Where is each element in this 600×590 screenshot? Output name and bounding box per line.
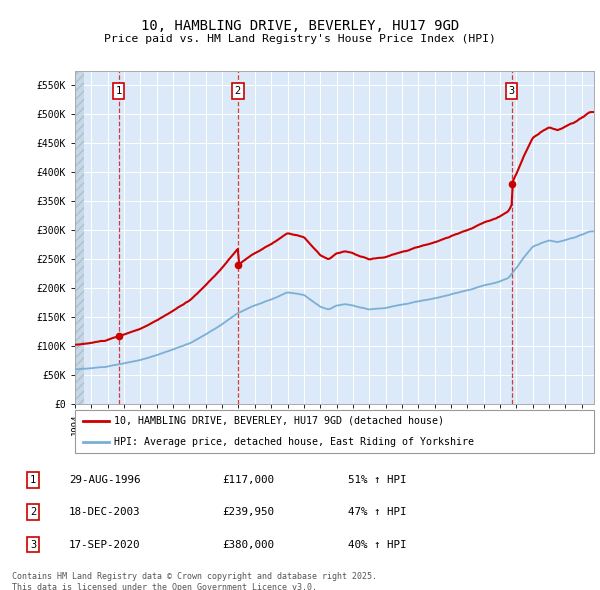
Text: 29-AUG-1996: 29-AUG-1996 — [69, 475, 140, 484]
Text: 17-SEP-2020: 17-SEP-2020 — [69, 540, 140, 549]
Text: 1: 1 — [30, 475, 36, 484]
Text: 10, HAMBLING DRIVE, BEVERLEY, HU17 9GD: 10, HAMBLING DRIVE, BEVERLEY, HU17 9GD — [141, 19, 459, 33]
Text: £239,950: £239,950 — [222, 507, 274, 517]
Text: 47% ↑ HPI: 47% ↑ HPI — [348, 507, 407, 517]
Text: 2: 2 — [30, 507, 36, 517]
Text: 1: 1 — [115, 86, 122, 96]
Text: 18-DEC-2003: 18-DEC-2003 — [69, 507, 140, 517]
Text: 3: 3 — [30, 540, 36, 549]
Text: Contains HM Land Registry data © Crown copyright and database right 2025.
This d: Contains HM Land Registry data © Crown c… — [12, 572, 377, 590]
Bar — [75, 71, 85, 404]
FancyBboxPatch shape — [75, 410, 594, 453]
Text: Price paid vs. HM Land Registry's House Price Index (HPI): Price paid vs. HM Land Registry's House … — [104, 34, 496, 44]
Text: 10, HAMBLING DRIVE, BEVERLEY, HU17 9GD (detached house): 10, HAMBLING DRIVE, BEVERLEY, HU17 9GD (… — [114, 416, 444, 425]
Text: £117,000: £117,000 — [222, 475, 274, 484]
Text: £380,000: £380,000 — [222, 540, 274, 549]
Text: 3: 3 — [509, 86, 515, 96]
Text: HPI: Average price, detached house, East Riding of Yorkshire: HPI: Average price, detached house, East… — [114, 437, 474, 447]
Text: 40% ↑ HPI: 40% ↑ HPI — [348, 540, 407, 549]
Text: 51% ↑ HPI: 51% ↑ HPI — [348, 475, 407, 484]
Text: 2: 2 — [235, 86, 241, 96]
